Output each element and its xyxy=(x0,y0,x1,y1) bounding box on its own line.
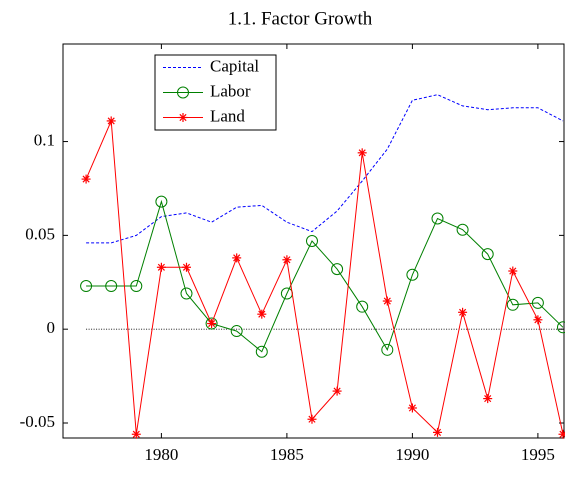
legend-item: Land xyxy=(163,106,245,125)
data-point xyxy=(506,298,519,311)
data-point xyxy=(356,300,369,313)
data-point xyxy=(81,174,91,184)
marker-stroke xyxy=(258,310,266,318)
series-line xyxy=(85,120,564,435)
legend-label: Labor xyxy=(210,81,251,100)
marker-stroke xyxy=(459,308,467,316)
marker-stroke xyxy=(132,430,140,438)
x-tick-label: 1985 xyxy=(270,445,304,464)
data-point xyxy=(381,343,394,356)
marker-stroke xyxy=(308,415,316,423)
marker-stroke xyxy=(383,297,391,305)
data-point xyxy=(431,212,444,225)
data-point xyxy=(458,307,468,317)
data-point xyxy=(407,403,417,413)
data-point xyxy=(556,321,565,334)
x-tick-label: 1995 xyxy=(521,445,555,464)
data-point xyxy=(508,266,518,276)
marker-stroke xyxy=(107,117,115,125)
data-point xyxy=(456,223,469,236)
data-point xyxy=(232,253,242,263)
data-point xyxy=(533,315,543,325)
y-tick-label: -0.05 xyxy=(20,412,55,431)
legend-label: Capital xyxy=(210,56,259,75)
data-point xyxy=(282,255,292,265)
data-point xyxy=(106,116,116,126)
data-point xyxy=(307,414,317,424)
data-point xyxy=(558,429,565,439)
data-point xyxy=(483,394,493,404)
legend-label: Land xyxy=(210,106,245,125)
data-point xyxy=(481,248,494,261)
data-point xyxy=(382,296,392,306)
marker-stroke xyxy=(157,263,165,271)
data-point xyxy=(230,325,243,338)
data-point xyxy=(207,319,217,329)
data-point xyxy=(255,345,268,358)
data-point xyxy=(332,386,342,396)
data-point xyxy=(257,309,267,319)
marker-stroke xyxy=(534,316,542,324)
data-point xyxy=(156,262,166,272)
y-tick-label: 0 xyxy=(47,318,56,337)
legend-item: Capital xyxy=(163,56,259,75)
chart-title: 1.1. Factor Growth xyxy=(228,8,373,29)
legend-marker xyxy=(177,86,189,99)
marker-stroke xyxy=(358,149,366,157)
data-point xyxy=(180,287,193,300)
marker-stroke xyxy=(509,267,517,275)
data-point xyxy=(155,195,168,208)
data-point xyxy=(406,268,419,281)
marker-stroke xyxy=(179,113,187,122)
data-point xyxy=(105,280,118,293)
marker-stroke xyxy=(433,428,442,436)
data-point xyxy=(130,280,143,293)
data-point xyxy=(131,429,141,439)
data-point xyxy=(331,263,344,276)
marker-stroke xyxy=(484,395,492,403)
y-tick-label: 0.05 xyxy=(25,224,55,243)
marker-stroke xyxy=(559,431,565,438)
data-point xyxy=(432,427,442,437)
data-point xyxy=(80,280,93,293)
data-point xyxy=(181,262,191,272)
marker-stroke xyxy=(233,254,241,262)
data-point xyxy=(305,235,318,247)
legend-item: Labor xyxy=(163,81,251,100)
y-tick-label: 0.1 xyxy=(34,130,55,149)
marker-stroke xyxy=(408,404,416,412)
marker-stroke xyxy=(182,263,191,271)
marker-stroke xyxy=(82,175,90,183)
marker-stroke xyxy=(333,387,341,395)
plot-frame xyxy=(62,43,565,439)
data-point xyxy=(357,148,367,158)
marker-stroke xyxy=(283,256,291,264)
data-point xyxy=(531,296,544,309)
x-tick-label: 1990 xyxy=(395,445,429,464)
data-point xyxy=(205,317,218,330)
marker-stroke xyxy=(208,319,216,328)
x-tick-label: 1980 xyxy=(144,445,178,464)
